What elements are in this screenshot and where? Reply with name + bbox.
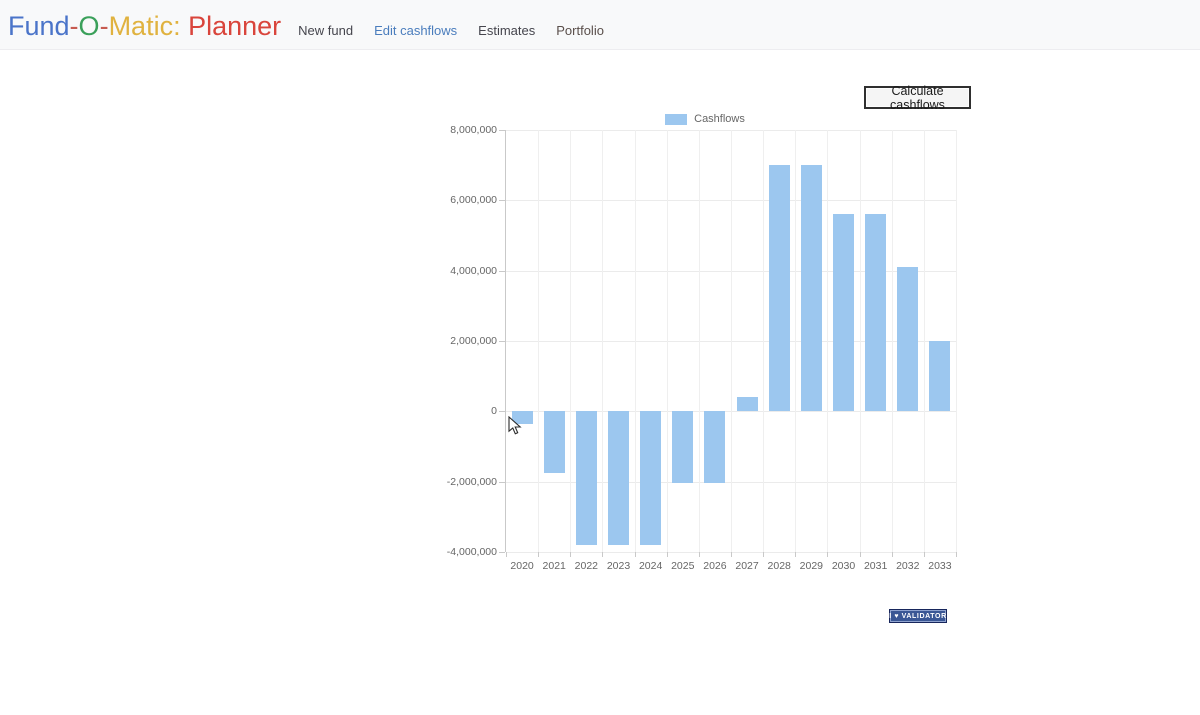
y-axis-tick (499, 341, 505, 342)
x-axis-tick (859, 552, 861, 557)
brand-segment: Planner (180, 11, 282, 41)
v-gridline (602, 130, 604, 552)
y-axis-tick (499, 411, 505, 413)
bar-2027[interactable] (736, 396, 758, 412)
v-gridline (956, 130, 957, 552)
v-gridline (891, 130, 893, 552)
app-brand: Fund-O-Matic: Planner (8, 10, 281, 42)
brand-segment: Matic: (108, 11, 181, 41)
y-tick-label: 4,000,000 (450, 264, 497, 277)
brand-segment: - (99, 11, 109, 41)
bar-2022[interactable] (575, 411, 597, 545)
bar-2025[interactable] (672, 411, 694, 484)
x-tick-label: 2021 (542, 560, 566, 572)
v-gridline (923, 130, 925, 552)
v-gridline (795, 130, 797, 552)
y-axis-tick (499, 481, 505, 483)
app-header: Fund-O-Matic: Planner New fund Edit cashf… (0, 0, 1200, 50)
x-axis-tick (731, 552, 732, 557)
x-tick-label: 2025 (671, 560, 695, 572)
v-gridline (570, 130, 572, 552)
x-tick-label: 2024 (638, 560, 663, 572)
nav-link-new-fund[interactable]: New fund (298, 23, 354, 38)
y-axis-tick (499, 200, 505, 202)
nav-link-edit-cashflows[interactable]: Edit cashflows (374, 23, 458, 38)
x-axis-tick (827, 552, 829, 557)
bar-2026[interactable] (704, 411, 726, 484)
legend-swatch-icon (665, 113, 688, 125)
v-gridline (698, 130, 700, 552)
y-tick-label: 0 (491, 405, 497, 418)
y-axis-tick (499, 130, 505, 131)
calculate-cashflows-button[interactable]: Calculate cashflows (864, 84, 971, 112)
x-axis-tick (956, 552, 957, 557)
x-axis-tick (698, 552, 700, 557)
x-axis-tick (538, 552, 540, 557)
validator-badge[interactable]: I ♥ VALIDATOR (889, 609, 947, 623)
y-tick-label: 8,000,000 (450, 124, 497, 136)
x-axis-tick (795, 552, 797, 557)
x-tick-label: 2027 (735, 560, 759, 572)
y-tick-label: -4,000,000 (446, 546, 497, 558)
y-axis-tick (499, 552, 505, 553)
main-nav: New fund Edit cashflows Estimates Portfolio (298, 23, 604, 38)
v-gridline (634, 130, 636, 552)
bar-2031[interactable] (865, 214, 887, 412)
nav-link-portfolio[interactable]: Portfolio (556, 23, 604, 38)
nav-link-estimates[interactable]: Estimates (478, 23, 536, 38)
v-gridline (731, 130, 732, 552)
bar-2028[interactable] (768, 165, 790, 412)
x-tick-label: 2030 (831, 560, 856, 572)
x-axis-tick (634, 552, 636, 557)
bar-2023[interactable] (608, 411, 629, 545)
bar-2030[interactable] (833, 214, 854, 412)
bar-2033[interactable] (929, 341, 951, 412)
x-axis-tick (570, 552, 572, 557)
x-axis-tick (923, 552, 925, 557)
bar-2024[interactable] (640, 411, 662, 545)
v-gridline (827, 130, 829, 552)
x-axis-tick (506, 552, 507, 557)
x-tick-label: 2022 (574, 560, 599, 572)
x-tick-label: 2023 (606, 560, 631, 572)
chart-legend[interactable]: Cashflows (455, 112, 955, 126)
cashflows-chart: 8,000,000 6,000,000 4,000,000 2,000,000 0 -2,… (447, 124, 957, 572)
x-tick-label: 2029 (799, 560, 824, 572)
bar-2020[interactable] (511, 411, 533, 424)
bar-2021[interactable] (543, 411, 565, 473)
y-axis-tick (499, 270, 505, 272)
x-tick-label: 2020 (510, 560, 534, 572)
v-gridline (763, 130, 765, 552)
brand-segment: O (78, 11, 100, 41)
x-axis-tick (763, 552, 765, 557)
v-gridline (538, 130, 540, 552)
bar-2032[interactable] (897, 267, 919, 412)
x-tick-label: 2031 (863, 560, 888, 572)
v-gridline (666, 130, 668, 552)
y-tick-label: 2,000,000 (450, 335, 497, 347)
bar-2029[interactable] (800, 165, 822, 412)
brand-segment: Fund (8, 11, 70, 41)
x-tick-label: 2026 (703, 560, 727, 572)
x-tick-label: 2032 (896, 560, 920, 572)
y-tick-label: 6,000,000 (450, 194, 497, 207)
legend-label: Cashflows (694, 113, 745, 125)
x-axis-tick (891, 552, 893, 557)
v-gridline (859, 130, 861, 552)
y-tick-label: -2,000,000 (446, 475, 497, 488)
x-axis-tick (602, 552, 604, 557)
x-tick-label: 2028 (767, 560, 791, 572)
x-axis-tick (666, 552, 668, 557)
brand-segment: - (69, 11, 79, 41)
x-tick-label: 2033 (928, 560, 952, 572)
